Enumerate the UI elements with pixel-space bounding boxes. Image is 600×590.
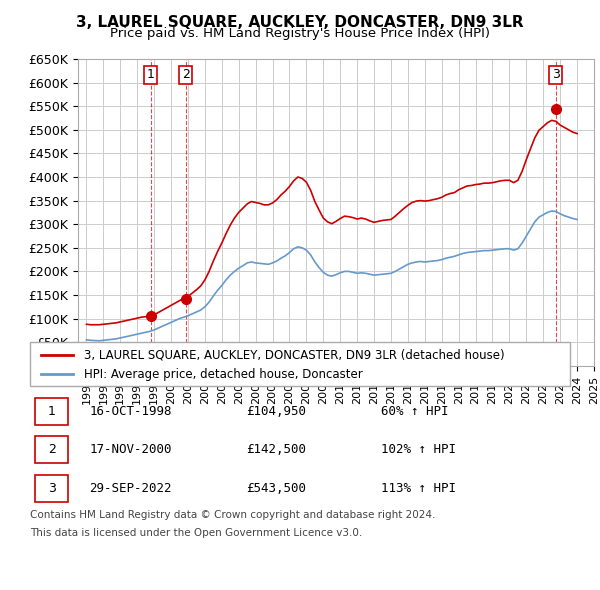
Text: 1: 1 <box>47 405 56 418</box>
Text: 1: 1 <box>146 68 155 81</box>
Text: 2: 2 <box>182 68 190 81</box>
Text: £543,500: £543,500 <box>246 481 306 495</box>
Text: 3: 3 <box>47 481 56 495</box>
Text: 29-SEP-2022: 29-SEP-2022 <box>89 481 172 495</box>
FancyBboxPatch shape <box>35 398 68 425</box>
Text: 113% ↑ HPI: 113% ↑ HPI <box>381 481 456 495</box>
Text: This data is licensed under the Open Government Licence v3.0.: This data is licensed under the Open Gov… <box>30 528 362 538</box>
Text: Price paid vs. HM Land Registry's House Price Index (HPI): Price paid vs. HM Land Registry's House … <box>110 27 490 40</box>
Text: 16-OCT-1998: 16-OCT-1998 <box>89 405 172 418</box>
Text: 60% ↑ HPI: 60% ↑ HPI <box>381 405 449 418</box>
FancyBboxPatch shape <box>35 475 68 502</box>
FancyBboxPatch shape <box>35 437 68 463</box>
Text: 102% ↑ HPI: 102% ↑ HPI <box>381 443 456 457</box>
Text: 3: 3 <box>552 68 560 81</box>
Text: 3, LAUREL SQUARE, AUCKLEY, DONCASTER, DN9 3LR (detached house): 3, LAUREL SQUARE, AUCKLEY, DONCASTER, DN… <box>84 348 505 361</box>
Text: HPI: Average price, detached house, Doncaster: HPI: Average price, detached house, Donc… <box>84 368 363 381</box>
Text: 3, LAUREL SQUARE, AUCKLEY, DONCASTER, DN9 3LR: 3, LAUREL SQUARE, AUCKLEY, DONCASTER, DN… <box>76 15 524 30</box>
Text: 17-NOV-2000: 17-NOV-2000 <box>89 443 172 457</box>
Text: Contains HM Land Registry data © Crown copyright and database right 2024.: Contains HM Land Registry data © Crown c… <box>30 510 436 520</box>
Text: £142,500: £142,500 <box>246 443 306 457</box>
Text: £104,950: £104,950 <box>246 405 306 418</box>
FancyBboxPatch shape <box>30 342 570 386</box>
Text: 2: 2 <box>47 443 56 457</box>
